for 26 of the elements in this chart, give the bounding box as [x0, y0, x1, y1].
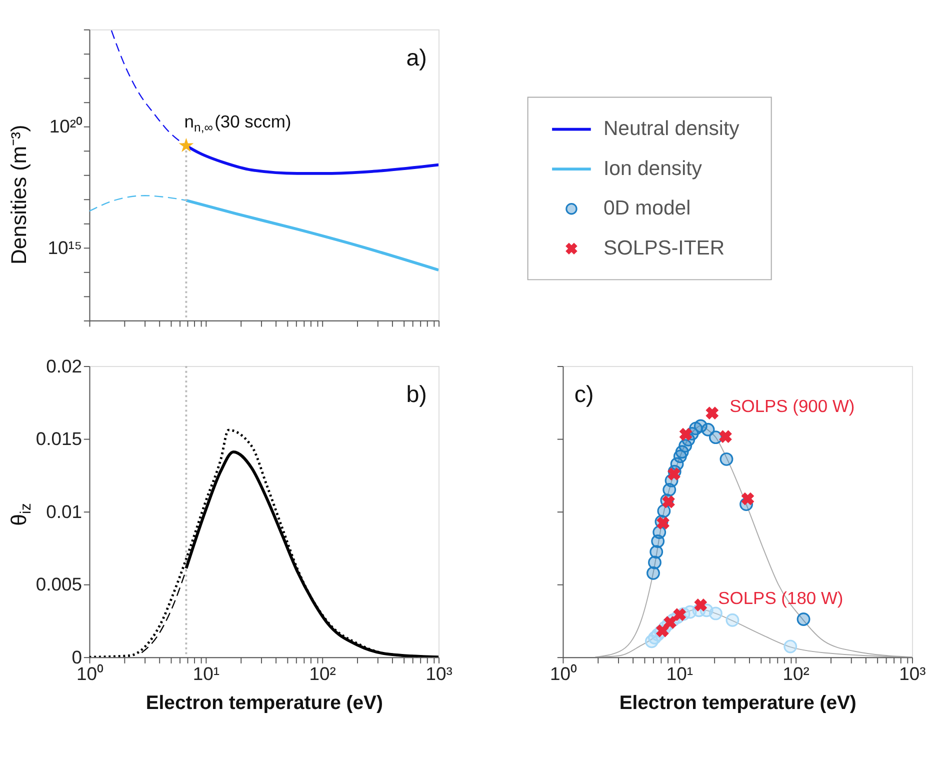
x-tick-label: 10¹ [192, 662, 220, 684]
annotation: c) [574, 380, 594, 407]
legend-label: SOLPS-ITER [603, 237, 725, 260]
x-tick-label: 10² [309, 662, 336, 684]
annotation: SOLPS (180 W) [718, 588, 844, 608]
x-tick-label: 10² [782, 662, 810, 684]
x-axis-title: Electron temperature (eV) [619, 692, 856, 714]
y-tick-label: 0.005 [36, 574, 82, 595]
y-axis-title: Densities (m⁻³) [7, 124, 32, 265]
y-tick-label: 10²⁰ [49, 116, 83, 137]
legend-label: 0D model [603, 198, 691, 220]
annotation: b) [406, 380, 427, 407]
legend-label: Neutral density [603, 118, 740, 140]
x-axis-title: Electron temperature (eV) [146, 692, 383, 714]
y-tick-label: 0.01 [46, 500, 82, 522]
legend-label: Ion density [603, 158, 703, 180]
x-tick-label: 10⁰ [550, 662, 578, 684]
annotation: SOLPS (900 W) [730, 396, 855, 416]
y-axis-title: θiz [7, 503, 35, 526]
x-tick-label: 10¹ [666, 662, 693, 684]
y-tick-label: 0.015 [36, 428, 82, 450]
annotation: a) [406, 44, 427, 70]
y-tick-label: 10¹⁵ [48, 236, 82, 258]
x-tick-label: 10³ [899, 662, 926, 684]
y-tick-label: 0.02 [46, 355, 82, 376]
x-tick-label: 10³ [426, 662, 452, 684]
